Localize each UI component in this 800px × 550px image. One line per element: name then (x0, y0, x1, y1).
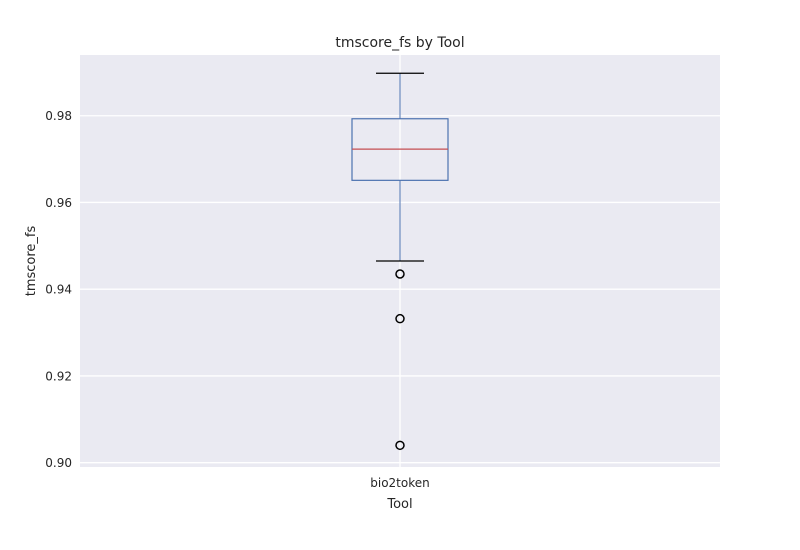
y-tick-label: 0.90 (45, 456, 72, 470)
boxes (351, 72, 449, 451)
y-tick-label: 0.94 (45, 283, 72, 297)
y-axis-label: tmscore_fs (24, 226, 39, 297)
y-ticks: 0.90 0.92 0.94 0.96 0.98 (45, 109, 72, 470)
x-axis-label: Tool (386, 497, 412, 512)
x-tick-label: bio2token (370, 476, 429, 490)
y-tick-label: 0.92 (45, 369, 72, 383)
outlier-point (395, 313, 405, 324)
outlier-point (395, 269, 405, 279)
y-tick-label: 0.96 (45, 196, 72, 210)
x-ticks: bio2token (370, 476, 429, 490)
outlier-point (395, 440, 405, 451)
chart-title: tmscore_fs by Tool (335, 35, 464, 51)
box-group (351, 72, 449, 451)
y-tick-label: 0.98 (45, 109, 72, 123)
